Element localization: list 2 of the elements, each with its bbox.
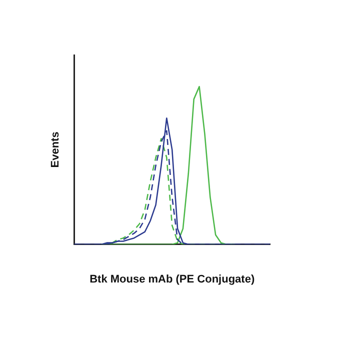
x-axis-title: Btk Mouse mAb (PE Conjugate) (90, 273, 255, 286)
y-axis-title: Events (50, 132, 62, 168)
